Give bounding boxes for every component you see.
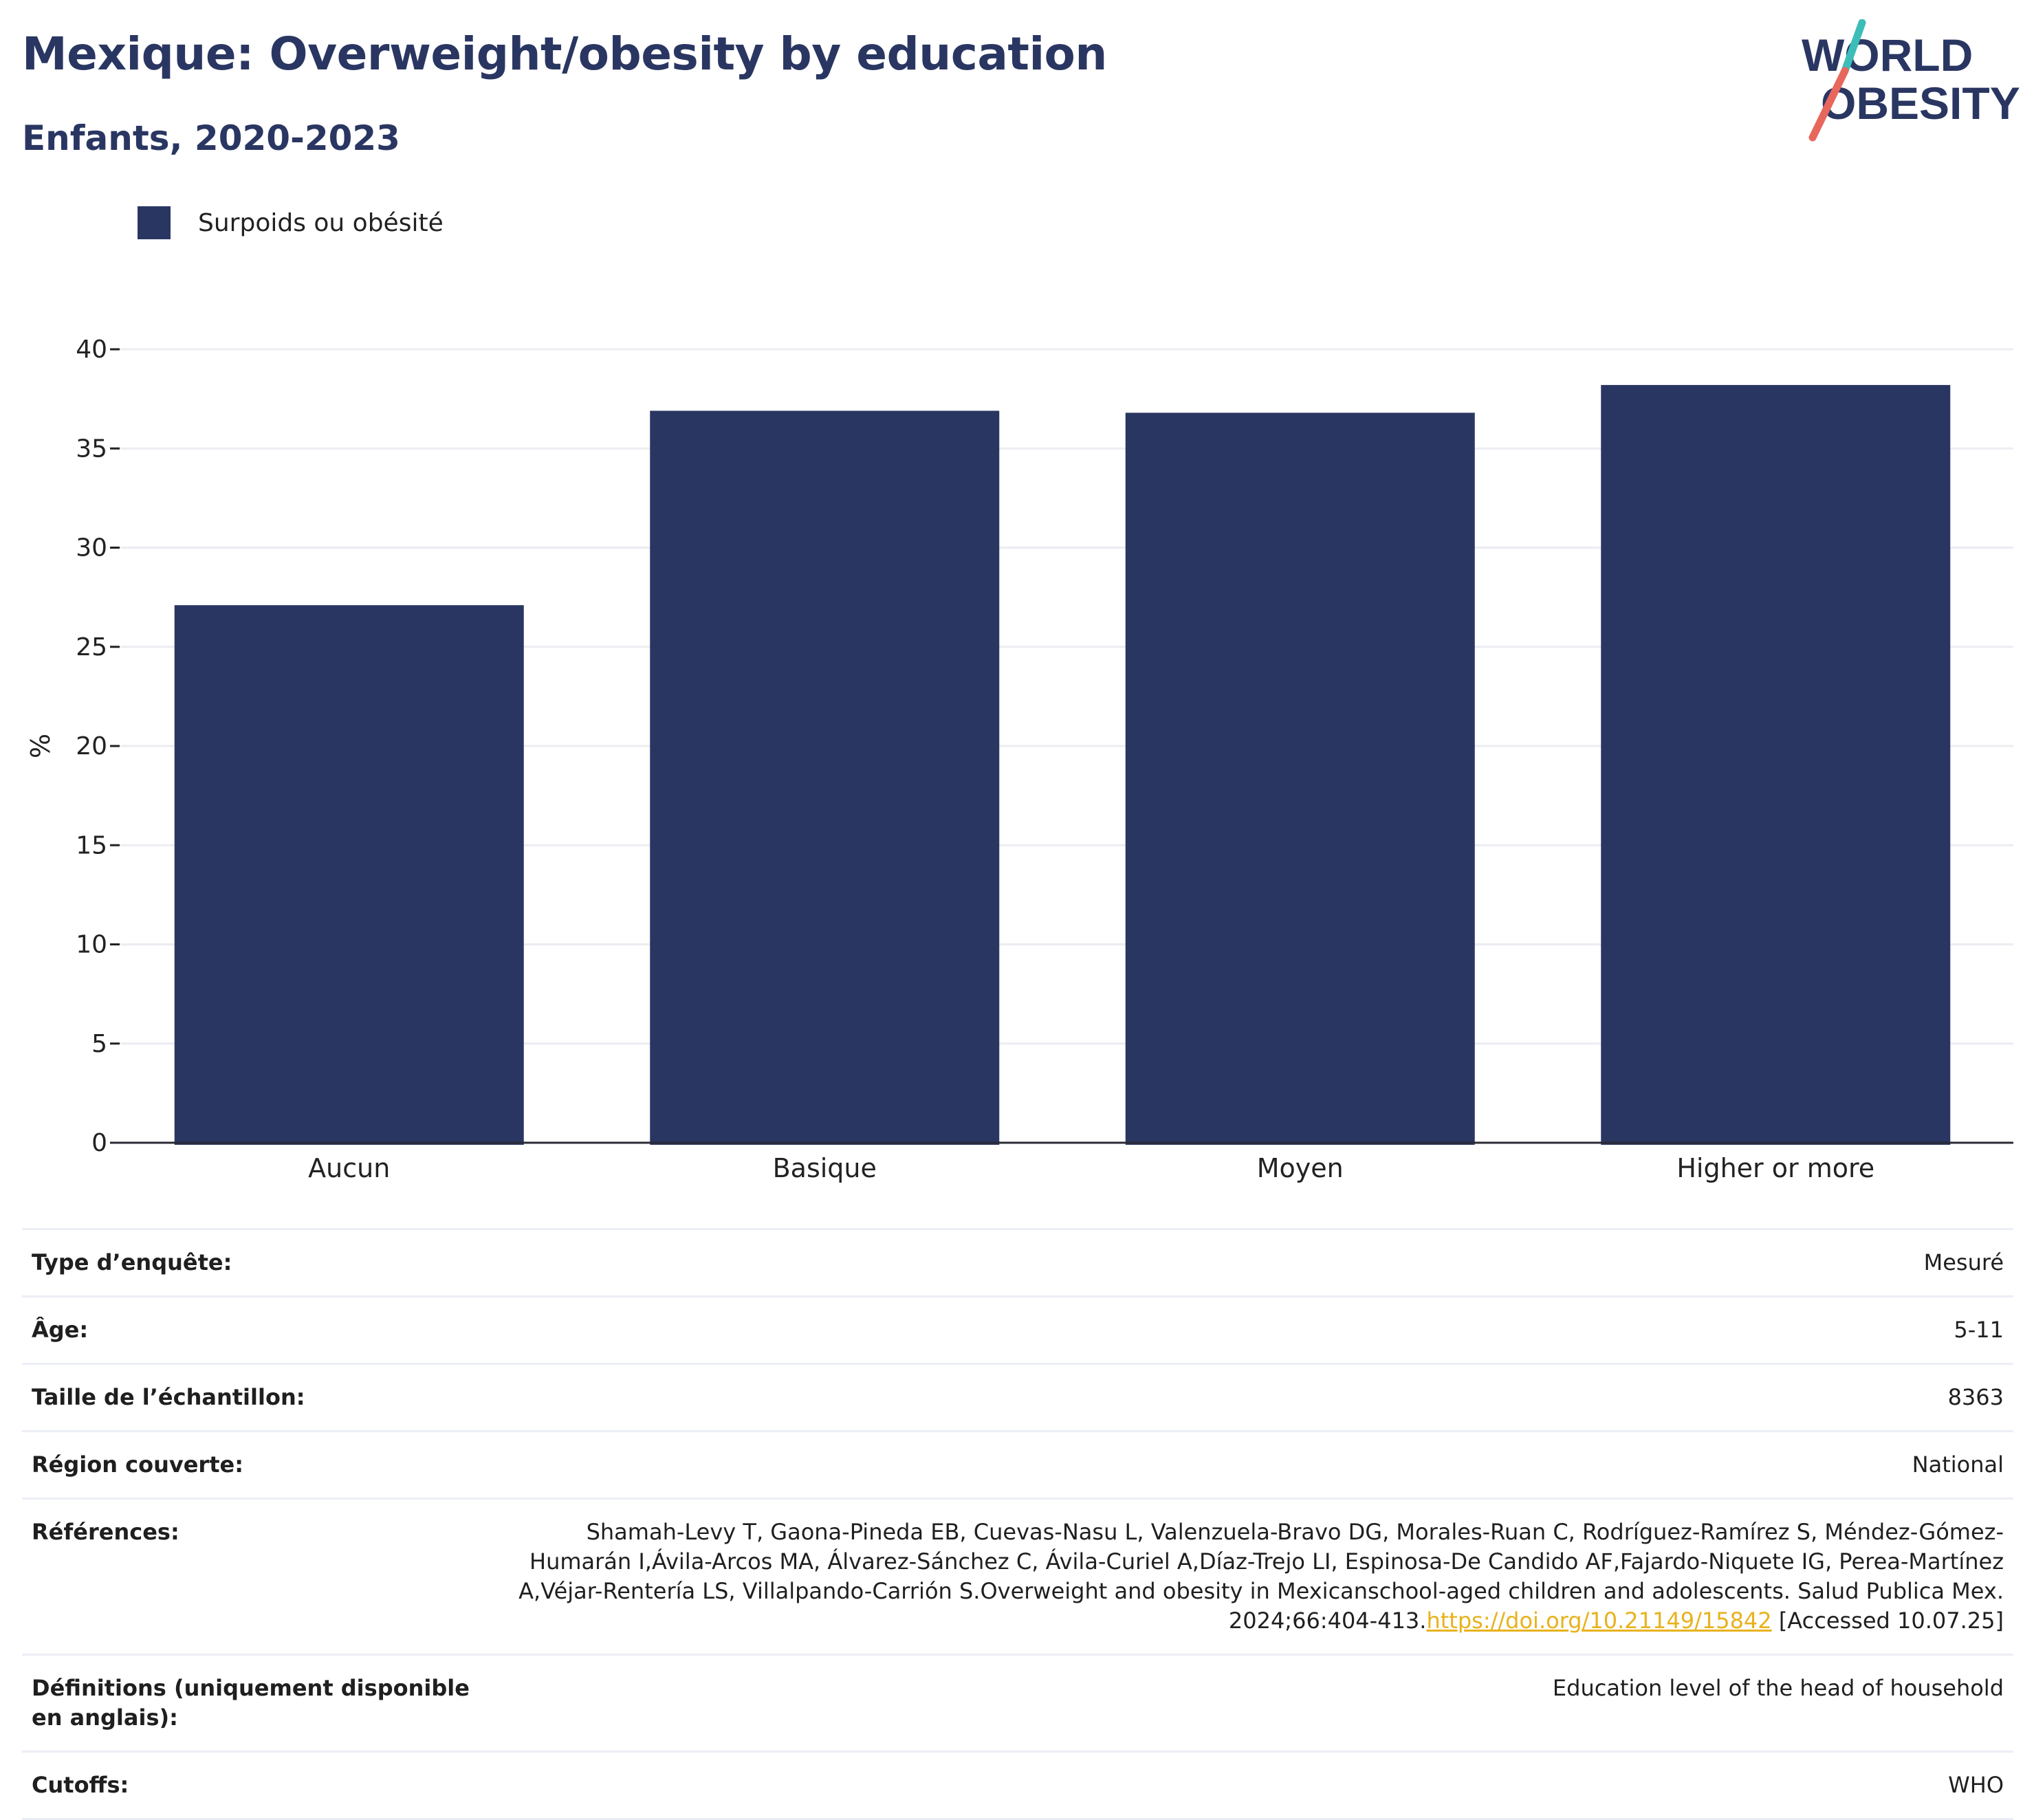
meta-row-survey-type: Type d’enquête: Mesuré [22, 1228, 2013, 1297]
y-tick-label: 10 [76, 931, 107, 959]
meta-row-definitions: Définitions (uniquement disponible en an… [22, 1654, 2013, 1752]
logo-line-1: WORLD [1802, 30, 1973, 80]
survey-metadata-table: Type d’enquête: Mesuré Âge: 5-11 Taille … [22, 1228, 2013, 1820]
meta-label: Définitions (uniquement disponible en an… [22, 1654, 509, 1752]
meta-row-age: Âge: 5-11 [22, 1295, 2013, 1364]
reference-accessed: [Accessed 10.07.25] [1771, 1608, 2004, 1634]
bar-basique [650, 410, 1000, 1145]
meta-value: WHO [509, 1751, 2013, 1820]
meta-value: Mesuré [509, 1228, 2013, 1297]
logo-line-2: OBESITY [1821, 78, 2020, 129]
y-tick-label: 30 [76, 534, 107, 562]
chart-legend: Surpoids ou obésité [138, 206, 444, 240]
legend-label: Surpoids ou obésité [198, 208, 444, 237]
meta-value: 5-11 [509, 1295, 2013, 1364]
bar-moyen [1125, 413, 1475, 1145]
x-tick-label: Higher or more [1676, 1153, 1874, 1183]
bar-aucun [174, 605, 524, 1145]
meta-row-sample-size: Taille de l’échantillon: 8363 [22, 1363, 2013, 1432]
meta-label: Région couverte: [22, 1430, 509, 1499]
world-obesity-logo: WORLD OBESITY [1802, 19, 2020, 142]
logo-slash-top [1841, 19, 1866, 75]
meta-value: Education level of the head of household [509, 1654, 2013, 1752]
bar-higher-or-more [1601, 384, 1951, 1145]
meta-label: Âge: [22, 1295, 509, 1364]
meta-label: Références: [22, 1498, 509, 1655]
meta-row-references: Références: Shamah-Levy T, Gaona-Pineda … [22, 1498, 2013, 1655]
legend-swatch [138, 206, 171, 239]
chart-subtitle: Enfants, 2020-2023 [22, 118, 400, 158]
meta-value: Shamah-Levy T, Gaona-Pineda EB, Cuevas-N… [509, 1498, 2013, 1655]
y-tick-label: 5 [91, 1030, 107, 1058]
logo-slash-bottom [1808, 67, 1849, 142]
y-tick-label: 25 [76, 633, 107, 661]
meta-value: 8363 [509, 1363, 2013, 1432]
bar-chart: 0 5 10 15 20 25 30 35 40% Aucun Basique Moyen Higher… [25, 336, 2013, 1183]
meta-label: Taille de l’échantillon: [22, 1363, 509, 1432]
meta-label: Type d’enquête: [22, 1228, 509, 1297]
meta-row-cutoffs: Cutoffs: WHO [22, 1751, 2013, 1820]
y-tick-label: 35 [76, 435, 107, 463]
reference-doi-link[interactable]: https://doi.org/10.21149/15842 [1426, 1608, 1772, 1634]
x-tick-label: Aucun [308, 1153, 390, 1183]
y-axis-label: % [25, 734, 56, 758]
meta-value: National [509, 1430, 2013, 1499]
y-tick-label: 0 [91, 1129, 107, 1157]
reference-text: Shamah-Levy T, Gaona-Pineda EB, Cuevas-N… [518, 1519, 2004, 1634]
chart-title: Mexique: Overweight/obesity by education [22, 28, 1107, 80]
y-tick-label: 15 [76, 831, 107, 859]
meta-label: Cutoffs: [22, 1751, 509, 1820]
meta-row-region: Région couverte: National [22, 1430, 2013, 1499]
x-tick-label: Moyen [1257, 1153, 1344, 1183]
y-tick-label: 20 [76, 732, 107, 760]
x-tick-label: Basique [773, 1153, 877, 1183]
y-tick-label: 40 [76, 336, 107, 364]
